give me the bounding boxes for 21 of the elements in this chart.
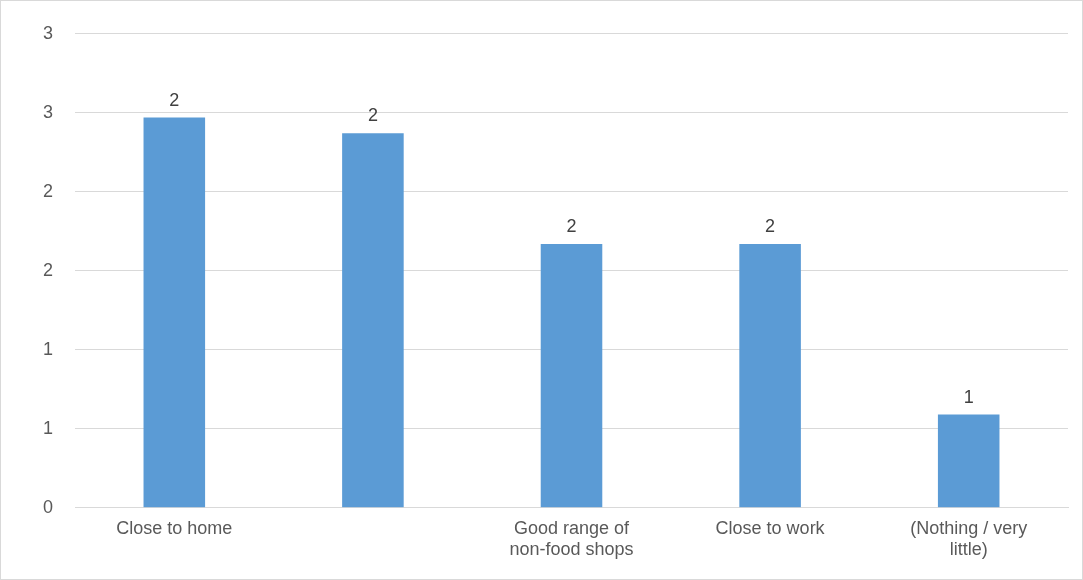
y-tick-label: 1 [43, 417, 54, 438]
data-label: 1 [963, 386, 974, 407]
x-tick-label: Good range of non-food shops [509, 517, 634, 560]
y-tick-label: 0 [43, 496, 54, 517]
x-tick-label: Close to work [715, 517, 826, 538]
x-tick-label: (Nothing / very little) [910, 517, 1028, 560]
data-label: 2 [566, 215, 577, 236]
y-tick-label: 3 [43, 22, 54, 43]
bar [540, 243, 603, 508]
bar [937, 414, 1000, 508]
data-label: 2 [367, 105, 378, 126]
y-tick-label: 2 [43, 259, 54, 280]
bar [143, 117, 206, 508]
bar [342, 133, 404, 508]
y-tick-label: 1 [43, 338, 54, 359]
x-tick-label: Close to home [116, 517, 233, 538]
y-tick-label: 3 [43, 101, 54, 122]
bar [739, 243, 801, 508]
y-tick-label: 2 [43, 180, 54, 201]
data-label: 2 [169, 89, 180, 110]
data-label: 2 [765, 215, 776, 236]
